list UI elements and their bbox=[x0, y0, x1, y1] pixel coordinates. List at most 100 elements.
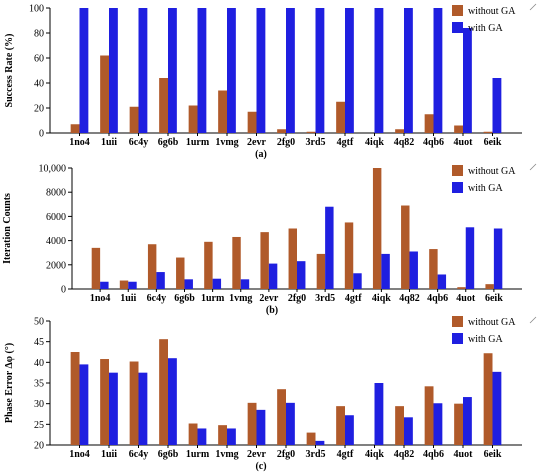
bar-without-ga-1no4 bbox=[70, 352, 80, 445]
bar-without-ga-2fg0 bbox=[277, 389, 286, 445]
bar-without-ga-4uot bbox=[454, 403, 463, 445]
bar-with-ga-1no4 bbox=[79, 364, 89, 445]
bar-with-ga-4uot bbox=[463, 397, 472, 445]
x-tick-label: 4gtf bbox=[337, 449, 354, 460]
bar-without-ga-4gtf bbox=[336, 406, 345, 445]
bar-with-ga-1urm bbox=[212, 278, 222, 289]
bar-without-ga-1uii bbox=[100, 359, 109, 445]
bar-with-ga-6eik bbox=[493, 228, 503, 289]
x-tick-label: 4uot bbox=[456, 293, 476, 304]
corner-mark bbox=[529, 316, 537, 324]
bar-with-ga-4qb6 bbox=[437, 274, 447, 289]
bar-without-ga-1urm bbox=[204, 241, 213, 289]
bar-with-ga-3rd5 bbox=[325, 206, 334, 289]
y-tick-label: 100 bbox=[29, 4, 44, 15]
x-tick-label: 4gtf bbox=[337, 137, 354, 148]
x-tick-label: 1no4 bbox=[69, 449, 90, 460]
bar-with-ga-1vmg bbox=[227, 8, 236, 133]
x-tick-label: 4qb6 bbox=[423, 449, 444, 460]
bar-with-ga-1urm bbox=[197, 8, 207, 133]
x-tick-label: 2fg0 bbox=[277, 449, 295, 460]
y-tick-label: 50 bbox=[34, 317, 44, 328]
bar-without-ga-4q82 bbox=[395, 406, 404, 445]
bar-without-ga-4iqk bbox=[372, 168, 382, 289]
bar-without-ga-3rd5 bbox=[316, 253, 326, 289]
y-tick-label: 20 bbox=[34, 104, 44, 115]
bar-with-ga-2fg0 bbox=[297, 261, 306, 289]
legend-label: without GA bbox=[468, 317, 516, 328]
bar-with-ga-1urm bbox=[197, 428, 207, 445]
legend-label: with GA bbox=[468, 334, 504, 345]
x-tick-label: 1no4 bbox=[69, 137, 90, 148]
x-tick-label: 4qb6 bbox=[423, 137, 444, 148]
x-tick-label: 6c4y bbox=[147, 293, 166, 304]
x-tick-label: 6eik bbox=[484, 449, 502, 460]
chart-panel-2: 0 2000 4000 6000 8000 10,000 Iteration Counts 1… bbox=[2, 164, 537, 316]
bar-without-ga-6eik bbox=[483, 131, 493, 133]
bar-without-ga-4q82 bbox=[401, 205, 410, 289]
y-tick-label: 40 bbox=[34, 358, 44, 369]
bar-with-ga-6c4y bbox=[138, 8, 148, 133]
bar-without-ga-1no4 bbox=[91, 247, 101, 289]
bar-without-ga-4qb6 bbox=[424, 114, 434, 133]
bar-with-ga-1no4 bbox=[79, 8, 89, 133]
bar-with-ga-4uot bbox=[465, 227, 475, 289]
panel-label: (b) bbox=[266, 305, 278, 316]
bar-without-ga-6g6b bbox=[159, 78, 168, 133]
y-tick-label: 0 bbox=[61, 285, 66, 296]
legend-label: with GA bbox=[468, 183, 504, 194]
bar-with-ga-4q82 bbox=[404, 8, 413, 133]
x-tick-label: 2evr bbox=[247, 137, 266, 148]
bar-without-ga-4qb6 bbox=[424, 386, 434, 445]
x-tick-label: 4iqk bbox=[365, 449, 384, 460]
x-tick-label: 2evr bbox=[247, 449, 266, 460]
bar-without-ga-6c4y bbox=[129, 106, 139, 133]
chart-panel-3: 20 25 30 35 40 45 50 Phase Error Δφ (°) 1no4 1uii… bbox=[4, 316, 537, 472]
bar-without-ga-1vmg bbox=[218, 425, 227, 445]
bar-with-ga-6c4y bbox=[156, 272, 165, 289]
bar-with-ga-1vmg bbox=[240, 279, 250, 289]
y-tick-label: 30 bbox=[34, 399, 44, 410]
legend-swatch bbox=[452, 165, 463, 176]
bar-without-ga-2fg0 bbox=[277, 129, 286, 133]
bar-without-ga-3rd5 bbox=[306, 131, 316, 133]
legend-label: without GA bbox=[468, 166, 516, 177]
x-tick-label: 6c4y bbox=[129, 137, 148, 148]
bar-without-ga-6eik bbox=[483, 353, 493, 445]
legend-swatch bbox=[452, 5, 463, 16]
x-tick-label: 1uii bbox=[120, 293, 136, 304]
panel-label: (c) bbox=[255, 461, 266, 472]
bar-without-ga-4gtf bbox=[344, 222, 354, 289]
x-tick-label: 4q82 bbox=[394, 449, 415, 460]
corner-mark bbox=[529, 3, 537, 11]
bar-with-ga-6g6b bbox=[168, 8, 177, 133]
bar-without-ga-4q82 bbox=[395, 129, 404, 133]
bar-with-ga-3rd5 bbox=[315, 440, 325, 445]
x-tick-label: 2fg0 bbox=[277, 137, 295, 148]
bar-with-ga-4qb6 bbox=[433, 8, 443, 133]
bar-with-ga-4q82 bbox=[409, 251, 418, 289]
bar-without-ga-2evr bbox=[260, 232, 269, 289]
bar-with-ga-6c4y bbox=[138, 372, 148, 445]
bar-without-ga-1urm bbox=[188, 105, 198, 133]
x-tick-label: 1vmg bbox=[215, 137, 238, 148]
bar-with-ga-6eik bbox=[492, 371, 502, 445]
bar-without-ga-6c4y bbox=[147, 244, 157, 289]
bar-with-ga-3rd5 bbox=[315, 8, 325, 133]
y-tick-label: 25 bbox=[34, 420, 44, 431]
bar-without-ga-4gtf bbox=[336, 101, 345, 133]
bar-with-ga-2evr bbox=[268, 263, 278, 289]
bar-with-ga-4iqk bbox=[374, 383, 384, 445]
x-tick-label: 4iqk bbox=[365, 137, 384, 148]
bar-with-ga-6eik bbox=[492, 78, 502, 133]
bar-without-ga-1uii bbox=[119, 280, 129, 289]
bar-with-ga-2fg0 bbox=[286, 402, 295, 445]
x-tick-label: 6c4y bbox=[129, 449, 148, 460]
bar-without-ga-3rd5 bbox=[306, 432, 316, 445]
x-tick-label: 6eik bbox=[485, 293, 503, 304]
bar-with-ga-6g6b bbox=[168, 358, 177, 445]
bar-with-ga-4q82 bbox=[404, 417, 413, 445]
y-tick-label: 80 bbox=[34, 29, 44, 40]
bar-without-ga-2evr bbox=[247, 111, 257, 133]
